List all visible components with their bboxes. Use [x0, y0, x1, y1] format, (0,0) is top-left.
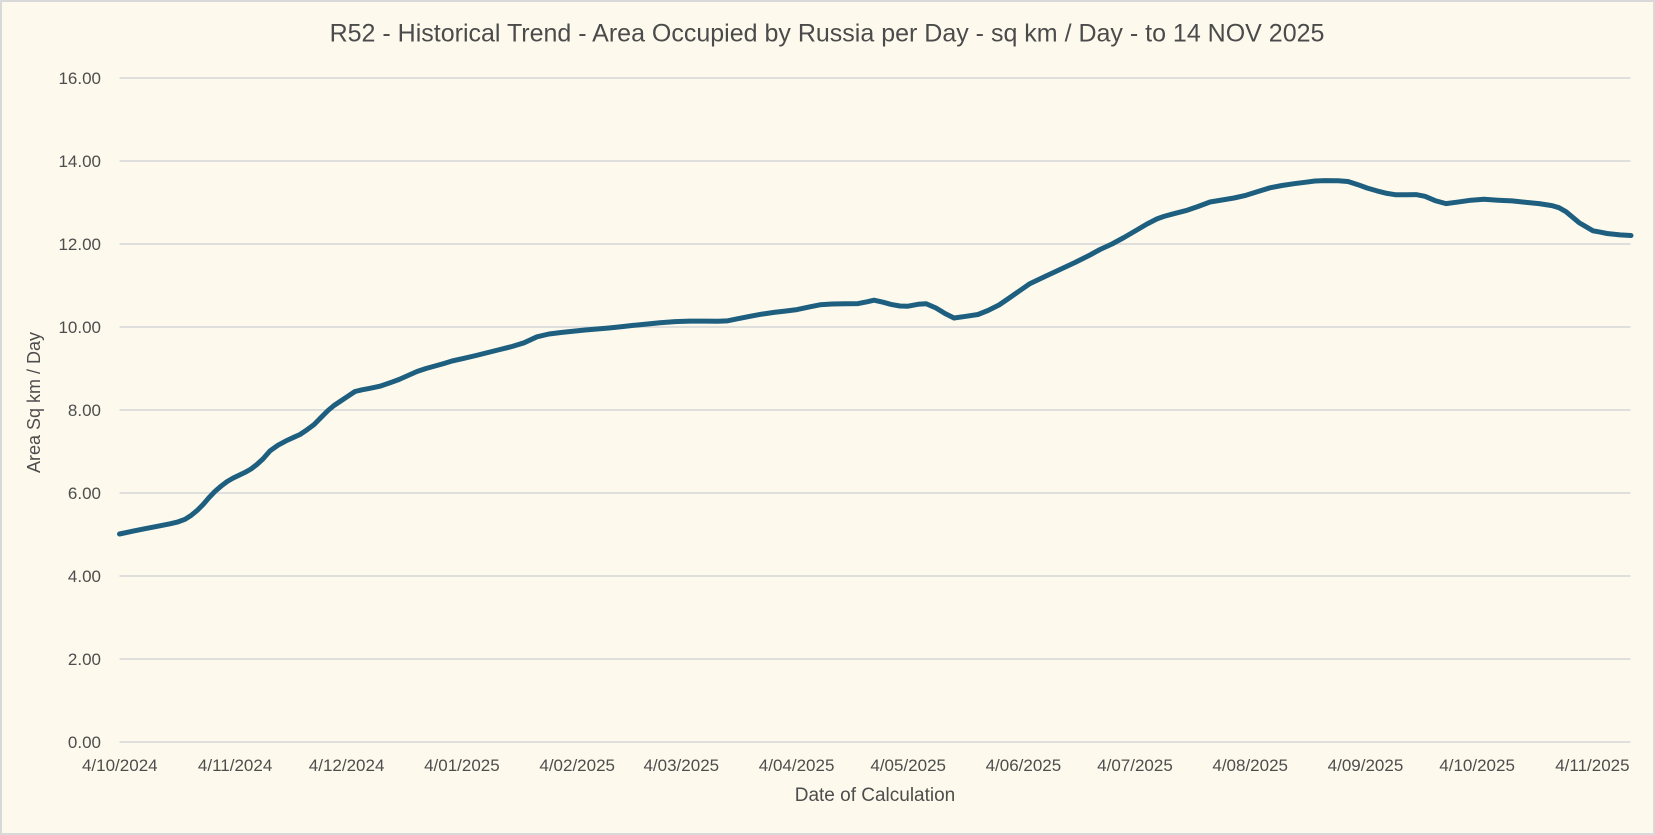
svg-text:6.00: 6.00: [68, 484, 101, 503]
svg-text:4/11/2025: 4/11/2025: [1555, 756, 1629, 775]
svg-text:4/09/2025: 4/09/2025: [1328, 756, 1404, 775]
svg-text:4/04/2025: 4/04/2025: [759, 756, 835, 775]
svg-text:R52 - Historical Trend - Area: R52 - Historical Trend - Area Occupied b…: [330, 20, 1325, 48]
svg-text:4/10/2024: 4/10/2024: [82, 756, 158, 775]
svg-text:4/01/2025: 4/01/2025: [424, 756, 500, 775]
svg-text:10.00: 10.00: [58, 318, 101, 337]
svg-text:2.00: 2.00: [68, 650, 101, 669]
svg-text:4/12/2024: 4/12/2024: [309, 756, 385, 775]
svg-text:0.00: 0.00: [68, 733, 101, 752]
svg-text:4/07/2025: 4/07/2025: [1097, 756, 1173, 775]
svg-text:4/06/2025: 4/06/2025: [986, 756, 1062, 775]
svg-text:4/02/2025: 4/02/2025: [539, 756, 615, 775]
svg-text:Date of Calculation: Date of Calculation: [795, 785, 956, 806]
svg-text:4/10/2025: 4/10/2025: [1439, 756, 1515, 775]
svg-text:4/08/2025: 4/08/2025: [1212, 756, 1288, 775]
svg-text:4/11/2024: 4/11/2024: [198, 756, 272, 775]
svg-text:16.00: 16.00: [58, 69, 101, 88]
svg-text:12.00: 12.00: [58, 235, 101, 254]
svg-text:4.00: 4.00: [68, 567, 101, 586]
svg-text:8.00: 8.00: [68, 401, 101, 420]
svg-text:4/03/2025: 4/03/2025: [643, 756, 719, 775]
svg-text:4/05/2025: 4/05/2025: [870, 756, 946, 775]
svg-text:14.00: 14.00: [58, 152, 101, 171]
svg-text:Area Sq km / Day: Area Sq km / Day: [24, 332, 44, 473]
